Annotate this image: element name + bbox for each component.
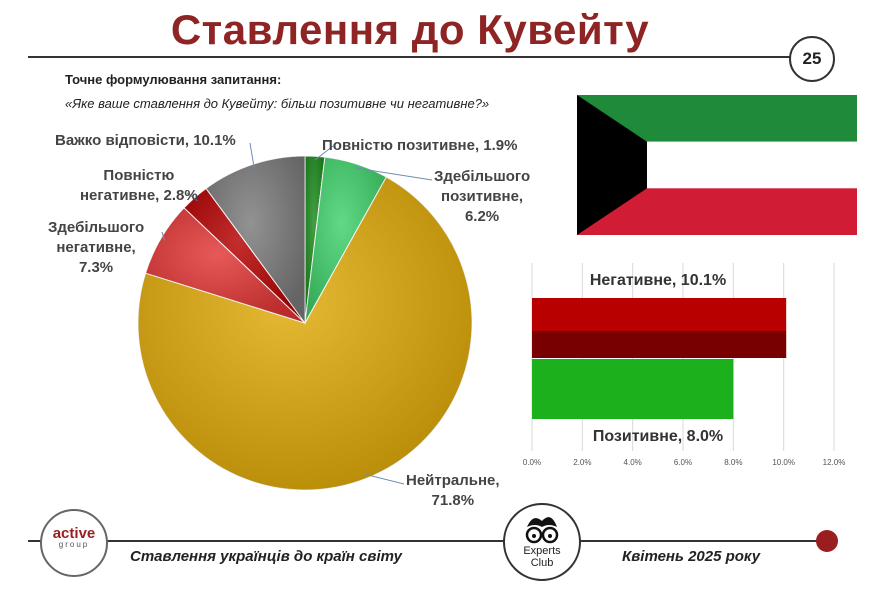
pie-leader-line [249, 142, 255, 169]
pie-slice-shading [145, 207, 305, 323]
pie-label: Повністю негативне, 2.8% [80, 166, 198, 206]
glasses-icon [525, 517, 559, 544]
bar-tick-label: 8.0% [724, 458, 742, 467]
bar-label: Позитивне, 8.0% [592, 428, 724, 445]
pie-label-line: Повністю [103, 167, 175, 184]
pie-label-line: негативне, [56, 239, 136, 256]
page-number-badge: 25 [789, 36, 835, 82]
footer-survey-title: Ставлення українців до країн світу [130, 548, 402, 565]
bar-tick-label: 2.0% [573, 458, 591, 467]
pie-label-line: Нейтральне, [406, 472, 500, 489]
pie-label-line: 7.3% [78, 259, 114, 276]
footer-divider [28, 540, 828, 542]
bar-tick-label: 6.0% [674, 458, 692, 467]
pie-label: Здебільшого негативне, 7.3% [48, 218, 144, 278]
bar-label: Негативне, 10.1% [589, 272, 727, 289]
pie-leader-line [365, 473, 405, 485]
bar-negative [532, 298, 787, 358]
footer-end-dot [816, 530, 838, 552]
logo-right-line1: Experts [523, 545, 561, 557]
experts-club-logo: Experts Club [503, 503, 581, 581]
bar-tick-label: 10.0% [772, 458, 795, 467]
pie-label-line: негативне, 2.8% [80, 187, 198, 204]
question-text: «Яке ваше ставлення до Кувейту: більш по… [65, 96, 490, 111]
bar-positive [532, 359, 734, 419]
active-group-logo: active group [40, 509, 108, 577]
kuwait-flag-icon [577, 95, 857, 235]
pie-slice-shading [305, 157, 387, 323]
pie-label-line: 6.2% [464, 208, 500, 225]
pie-label: Важко відповісти, 10.1% [55, 131, 236, 151]
pie-label-line: Повністю позитивне, 1.9% [322, 137, 518, 154]
pie-label: Повністю позитивне, 1.9% [322, 136, 517, 156]
pie-label-line: Здебільшого [48, 219, 145, 236]
page-title: Ставлення до Кувейту [170, 6, 650, 53]
pie-label-line: Здебільшого [434, 168, 531, 185]
question-label: Точне формулювання запитання: [65, 72, 282, 87]
pie-slice-shading [206, 156, 305, 323]
footer-date: Квітень 2025 року [622, 548, 761, 565]
bar-tick-label: 12.0% [823, 458, 846, 467]
logo-left-sub-text: group [58, 540, 90, 549]
logo-right-line2: Club [530, 557, 554, 569]
bar-chart: 0.0% 2.0% 4.0% 6.0% 8.0% 10.0% 12.0% [523, 263, 846, 467]
bar-shading [532, 359, 733, 386]
pie-label: Здебільшого позитивне, 6.2% [434, 167, 530, 227]
pie-leader-line [355, 167, 433, 181]
pie-label: Нейтральне, 71.8% [406, 471, 500, 511]
pie-slice-shading [184, 188, 305, 323]
bar-tick-label: 4.0% [624, 458, 642, 467]
pie-slice-shading [138, 177, 472, 491]
pie-label-line: позитивне, [441, 188, 524, 205]
bar-tick-label: 0.0% [523, 458, 541, 467]
pie-leader-line [186, 192, 198, 202]
logo-left-main-text: active [52, 525, 96, 542]
bar-shading [532, 331, 787, 358]
pie-leader-line [161, 231, 166, 241]
pie-label-line: Важко відповісти, 10.1% [55, 132, 236, 149]
pie-leader-line [314, 145, 334, 161]
pie-label-line: 71.8% [431, 492, 475, 509]
header-divider [28, 56, 790, 58]
